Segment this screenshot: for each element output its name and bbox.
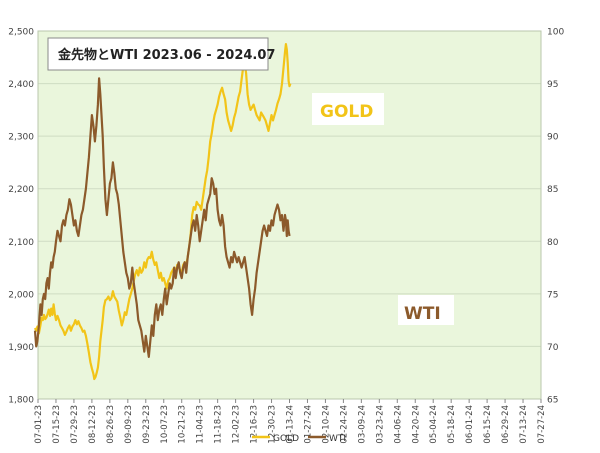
left-tick-label: 1,800 [8, 396, 34, 406]
gold-annotation: GOLD [320, 102, 373, 122]
x-tick-label: 09-23-23 [142, 405, 152, 444]
x-tick-label: 08-12-23 [88, 405, 98, 444]
wti-annotation: WTI [404, 304, 441, 324]
x-tick-label: 06-29-24 [501, 405, 511, 444]
right-tick-label: 100 [547, 28, 564, 38]
title-box [47, 37, 269, 71]
left-tick-label: 2,300 [8, 133, 34, 143]
x-tick-label: 07-15-23 [52, 405, 62, 444]
x-tick-label: 03-23-24 [375, 405, 385, 444]
x-tick-label: 08-26-23 [106, 405, 116, 444]
wti-annotation-box [398, 295, 454, 325]
x-axis: 07-01-23 07-15-23 07-29-23 08-12-23 08-26-23… [34, 399, 547, 444]
legend-gold-label: GOLD [273, 434, 299, 444]
chart-title: 金先物とWTI 2023.06 - 2024.07 [57, 47, 275, 63]
x-tick-label: 07-29-23 [70, 405, 80, 444]
left-tick-label: 2,100 [8, 238, 34, 248]
right-tick-label: 70 [547, 343, 559, 353]
left-tick-label: 2,200 [8, 185, 34, 195]
right-tick-label: 80 [547, 238, 559, 248]
left-tick-label: 2,500 [8, 28, 34, 38]
right-tick-label: 65 [547, 396, 558, 406]
x-tick-label: 06-15-24 [483, 405, 493, 444]
x-tick-label: 01-27-24 [303, 405, 313, 444]
legend: GOLD WTI [252, 434, 346, 444]
left-axis: 1,800 1,900 2,000 2,100 2,200 2,300 2,400 2,500 [8, 28, 34, 406]
gold-series-line [33, 43, 292, 381]
x-tick-label: 04-06-24 [393, 405, 403, 444]
right-axis: 65 70 75 80 85 90 95 100 [547, 28, 564, 406]
x-tick-label: 07-27-24 [537, 405, 547, 444]
x-tick-label: 07-01-23 [34, 405, 44, 444]
x-tick-label: 04-20-24 [411, 405, 421, 444]
left-tick-label: 2,000 [8, 290, 34, 300]
x-tick-label: 10-21-23 [178, 405, 188, 444]
x-tick-label: 10-07-23 [160, 405, 170, 444]
x-tick-label: 12-16-23 [250, 405, 260, 444]
x-tick-label: 01-13-24 [286, 405, 296, 444]
right-tick-label: 90 [547, 133, 559, 143]
plot-area [38, 31, 541, 399]
x-tick-label: 06-01-24 [465, 405, 475, 444]
legend-wti-label: WTI [329, 434, 346, 444]
x-tick-label: 11-04-23 [196, 405, 206, 444]
x-tick-label: 11-18-23 [214, 405, 224, 444]
left-tick-label: 2,400 [8, 80, 34, 90]
x-tick-label: 07-13-24 [519, 405, 529, 444]
x-tick-label: 05-04-24 [429, 405, 439, 444]
wti-series-line [33, 77, 291, 358]
x-tick-label: 09-09-23 [124, 405, 134, 444]
x-tick-label: 02-10-24 [321, 405, 331, 444]
right-tick-label: 75 [547, 290, 558, 300]
x-tick-label: 12-30-23 [268, 405, 278, 444]
x-tick-label: 02-24-24 [339, 405, 349, 444]
right-tick-label: 85 [547, 185, 558, 195]
left-tick-label: 1,900 [8, 343, 34, 353]
x-tick-label: 05-18-24 [447, 405, 457, 444]
x-tick-label: 12-02-23 [232, 405, 242, 444]
gold-annotation-box [312, 93, 384, 125]
x-tick-label: 03-09-24 [357, 405, 367, 444]
right-tick-label: 95 [547, 80, 558, 90]
